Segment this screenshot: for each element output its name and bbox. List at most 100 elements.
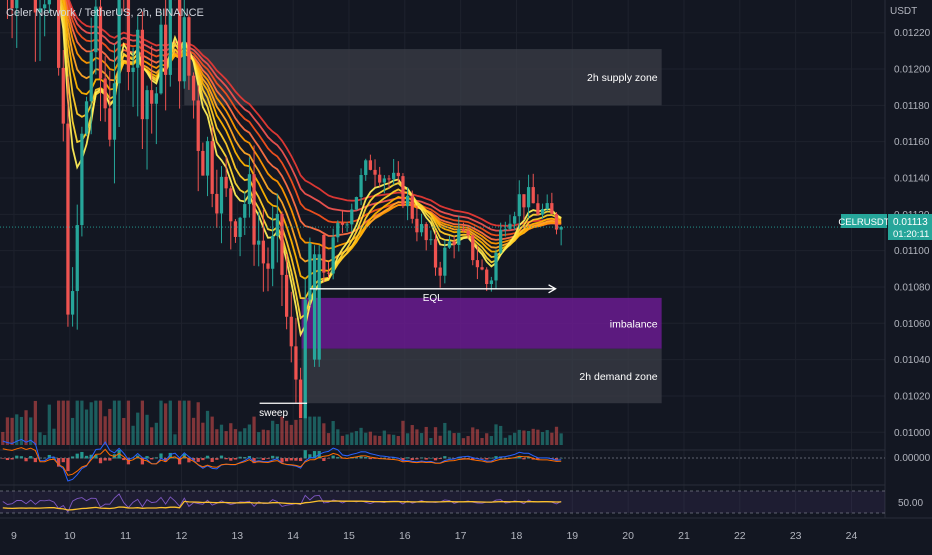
volume-bar	[527, 431, 530, 445]
volume-bar	[234, 429, 237, 445]
candle-body	[518, 194, 521, 216]
candle-body	[336, 223, 339, 237]
volume-bar	[150, 427, 153, 445]
candle-body	[131, 68, 134, 72]
volume-bar	[508, 435, 511, 445]
candle	[378, 167, 381, 187]
candle-body	[313, 254, 316, 359]
candle-body	[471, 235, 474, 260]
oscillator-bar	[24, 458, 27, 461]
oscillator-bar	[80, 452, 83, 459]
candle-body	[145, 90, 148, 119]
candle	[453, 236, 456, 258]
volume-bar	[173, 434, 176, 445]
candle	[136, 16, 139, 116]
volume-bar	[415, 429, 418, 445]
candle	[560, 226, 563, 245]
x-tick-label: 9	[11, 530, 17, 542]
volume-bar	[136, 413, 139, 445]
candle-body	[485, 270, 488, 284]
volume-bar	[197, 402, 200, 445]
symbol-title[interactable]: Celer Network / TetherUS, 2h, BINANCE	[6, 7, 204, 19]
candle	[336, 220, 339, 242]
volume-bar	[85, 410, 88, 445]
sweep-label: sweep	[259, 408, 288, 419]
rsi-value: 50.00	[898, 498, 923, 509]
volume-bar	[485, 433, 488, 445]
candle-body	[141, 30, 144, 119]
candle	[318, 245, 321, 367]
candle-body	[508, 224, 511, 229]
volume-bar	[131, 426, 134, 445]
oscillator-bar	[34, 458, 37, 462]
volume-bar	[113, 401, 116, 445]
currency-label: USDT	[890, 6, 917, 17]
volume-bar	[94, 401, 97, 445]
volume-bar	[429, 438, 432, 445]
candle-body	[494, 253, 497, 281]
volume-bar	[448, 431, 451, 445]
zone-label-demand: 2h demand zone	[579, 371, 657, 383]
candle-body	[104, 79, 107, 109]
volume-bar	[206, 411, 209, 445]
volume-bar	[187, 401, 190, 445]
candle	[201, 143, 204, 176]
volume-bar	[243, 428, 246, 445]
volume-bar	[546, 430, 549, 445]
volume-bar	[411, 425, 414, 445]
candle	[550, 193, 553, 214]
candle-body	[257, 241, 260, 245]
zone-imbalance	[302, 298, 662, 349]
candle-body	[345, 224, 348, 225]
volume-bar	[280, 417, 283, 445]
volume-bar	[369, 432, 372, 445]
volume-bar	[201, 423, 204, 445]
candle	[350, 204, 353, 232]
candle	[252, 145, 255, 265]
candle	[229, 186, 232, 250]
volume-bar	[34, 401, 37, 445]
oscillator-bar	[66, 458, 69, 471]
candle-body	[383, 178, 386, 182]
candle-body	[192, 76, 195, 101]
volume-bar	[178, 401, 181, 445]
volume-bar	[341, 436, 344, 445]
candle	[313, 245, 316, 367]
volume-bar	[66, 401, 69, 445]
volume-bar	[518, 430, 521, 445]
candle-body	[66, 124, 69, 315]
volume-bar	[499, 426, 502, 445]
badge-countdown: 01:20:11	[893, 229, 929, 240]
candle-body	[550, 203, 553, 214]
volume-bar	[318, 417, 321, 445]
candle-body	[401, 176, 404, 206]
candle-body	[299, 380, 302, 419]
candle	[76, 205, 79, 330]
candle	[155, 87, 158, 144]
candle-body	[285, 275, 288, 317]
candle-body	[546, 203, 549, 209]
x-tick-label: 24	[846, 530, 858, 542]
candle-body	[155, 93, 158, 103]
x-tick-label: 13	[231, 530, 243, 542]
volume-bar	[145, 415, 148, 445]
candle-body	[206, 141, 209, 175]
volume-bar	[522, 430, 525, 445]
x-tick-label: 22	[734, 530, 746, 542]
candle	[85, 97, 88, 136]
volume-bar	[248, 425, 251, 445]
x-tick-label: 21	[678, 530, 690, 542]
candle-body	[197, 100, 200, 150]
oscillator-bar	[322, 458, 325, 461]
x-tick-label: 19	[566, 530, 578, 542]
candle	[71, 267, 74, 326]
candle	[471, 235, 474, 266]
volume-bar	[225, 431, 228, 445]
volume-bar	[392, 435, 395, 445]
candle	[518, 180, 521, 229]
candle	[108, 71, 111, 147]
candle-body	[113, 83, 116, 139]
volume-bar	[462, 438, 465, 445]
